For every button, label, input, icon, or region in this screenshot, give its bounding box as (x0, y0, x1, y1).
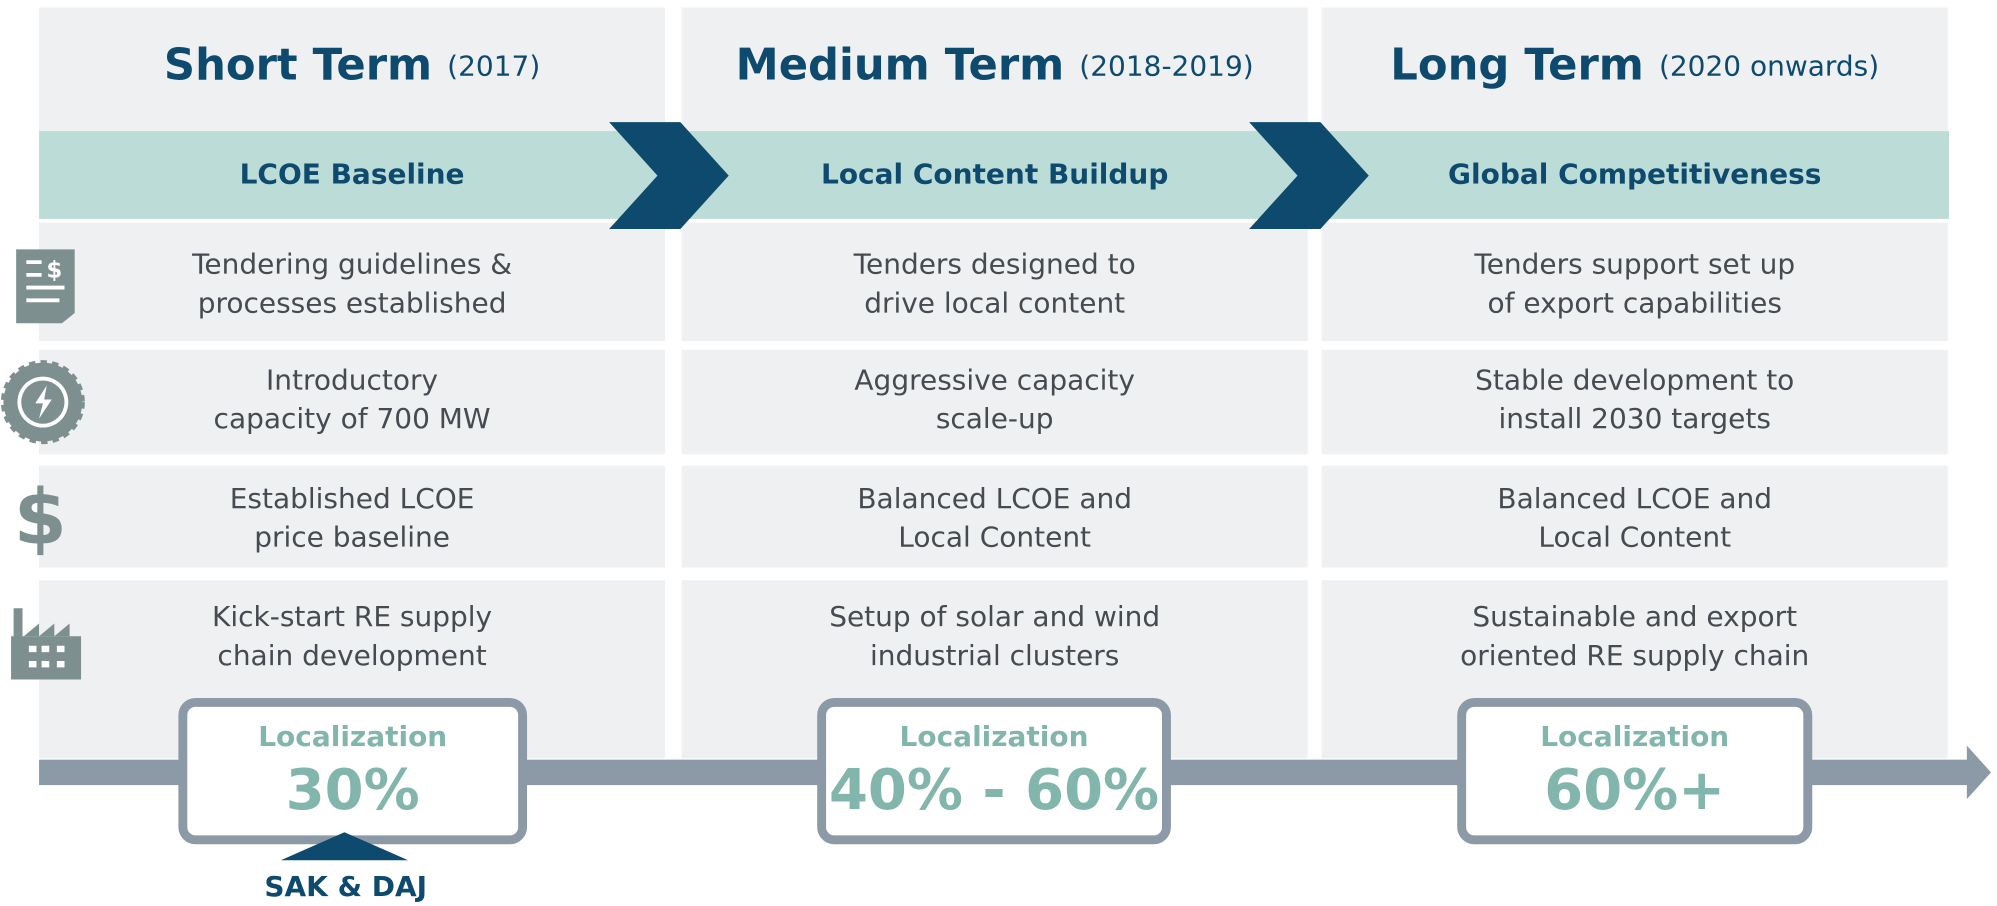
title-text: Short Term (164, 40, 432, 90)
row-bg (681, 222, 1308, 342)
row-text: oriented RE supply chain (1460, 639, 1809, 672)
chevron (1249, 122, 1369, 230)
chevron (609, 122, 729, 230)
phase-label: LCOE Baseline (240, 158, 465, 191)
row-bg (1321, 349, 1948, 455)
document-icon: $ (16, 249, 75, 324)
row-bg (39, 349, 666, 455)
localization-label: Localization (900, 720, 1089, 753)
row-text: Balanced LCOE and (1497, 482, 1772, 515)
row-bg (39, 465, 666, 568)
annotation: SAK & DAJ (264, 870, 427, 903)
title-text: Long Term (1390, 40, 1644, 90)
row-text: Stable development to (1475, 363, 1794, 396)
row-text: Aggressive capacity (854, 363, 1135, 396)
dollar-icon: $ (14, 474, 67, 563)
localization-box (817, 697, 1171, 845)
row-text: processes established (198, 286, 507, 319)
row-bg (1321, 222, 1948, 342)
row-text: Tenders designed to (853, 248, 1136, 281)
row-text: Kick-start RE supply (212, 600, 492, 633)
title-text: Medium Term (736, 40, 1065, 90)
title-period: (2018-2019) (1079, 49, 1253, 82)
phase-band (39, 131, 1950, 219)
svg-text:$: $ (46, 258, 62, 284)
title-period: (2020 onwards) (1659, 49, 1879, 82)
column-header-bg (681, 7, 1308, 132)
row-text: drive local content (864, 286, 1125, 319)
localization-value: 60%+ (1544, 758, 1725, 823)
row-text: Tenders support set up (1473, 248, 1795, 281)
row-bg (39, 222, 666, 342)
row-text: chain development (217, 639, 486, 672)
localization-label: Localization (258, 720, 447, 753)
localization-box (1457, 697, 1813, 845)
column-header-bg (39, 7, 666, 132)
row-text: Established LCOE (230, 482, 475, 515)
row-text: industrial clusters (870, 639, 1119, 672)
row-text: scale-up (936, 402, 1054, 435)
pointer (280, 832, 409, 861)
column-title: Long Term (2020 onwards) (1390, 40, 1879, 90)
row-text: Local Content (898, 521, 1091, 554)
row-bg (681, 349, 1308, 455)
phase-label: Local Content Buildup (821, 158, 1168, 191)
arrow-head (1966, 745, 1992, 800)
localization-label: Localization (1540, 720, 1729, 753)
row-text: price baseline (254, 521, 450, 554)
gear-icon (0, 360, 85, 445)
row-bg (681, 465, 1308, 568)
row-text: Introductory (266, 363, 438, 396)
phase-label: Global Competitiveness (1448, 158, 1821, 191)
row-text: Setup of solar and wind (829, 600, 1160, 633)
column-title: Short Term (2017) (164, 40, 540, 90)
row-text: Sustainable and export (1472, 600, 1797, 633)
icons: $ $ (0, 249, 85, 680)
column-title: Medium Term (2018-2019) (736, 40, 1254, 90)
row-text: of export capabilities (1487, 286, 1782, 319)
localization-value: 40% - 60% (829, 758, 1159, 823)
row-bg (1321, 465, 1948, 568)
title-period: (2017) (447, 49, 540, 82)
localization-value: 30% (286, 758, 420, 823)
column-header-bg (1321, 7, 1948, 132)
row-text: Balanced LCOE and (857, 482, 1132, 515)
row-text: Tendering guidelines & (191, 248, 512, 281)
row-text: capacity of 700 MW (214, 402, 491, 435)
row-text: install 2030 targets (1499, 402, 1771, 435)
row-text: Local Content (1538, 521, 1731, 554)
